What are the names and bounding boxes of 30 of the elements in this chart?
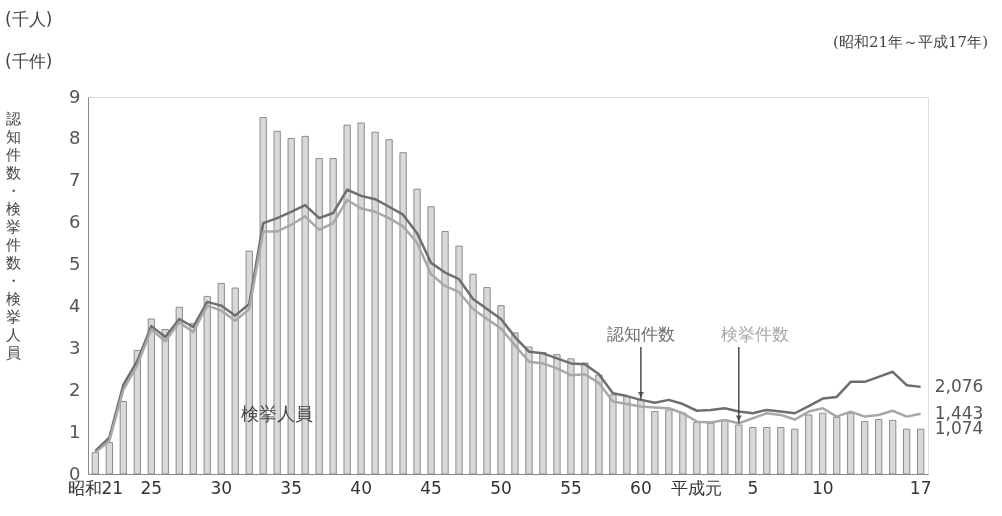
y-tick-label: 5 <box>69 253 81 275</box>
x-tick-label: 5 <box>747 477 759 498</box>
text: 検挙件数 <box>720 324 789 344</box>
x-tick-label: 45 <box>420 477 442 498</box>
series-label: 認知件数 <box>606 324 675 344</box>
y-tick-label: 3 <box>69 336 81 358</box>
y-tick-label: 6 <box>69 211 81 233</box>
x-tick-label: 35 <box>280 477 302 498</box>
x-tick-label: 55 <box>560 477 582 498</box>
y-tick-label: 8 <box>69 127 81 149</box>
chart-subtitle: (昭和21年～平成17年) <box>833 33 988 51</box>
x-tick-label: 30 <box>210 477 233 498</box>
x-tick-label: 平成元 <box>671 477 723 498</box>
x-tick-label: 10 <box>811 477 834 498</box>
annotation: 2,076 <box>934 375 984 396</box>
text: (千人) <box>5 9 53 29</box>
x-tick-label: 60 <box>630 477 652 498</box>
x-tick-label: 25 <box>140 477 163 498</box>
x-tick-label: 17 <box>909 477 932 498</box>
text: (千件) <box>5 51 53 71</box>
y-tick-label: 2 <box>69 378 81 400</box>
y-tick-label: 1 <box>69 420 81 442</box>
y-tick-label: 9 <box>69 85 81 107</box>
x-tick-label: 50 <box>490 477 512 498</box>
x-tick-label: 40 <box>350 477 372 498</box>
y-tick-label: 7 <box>69 169 81 191</box>
annotation: 1,443 <box>934 402 984 423</box>
text: 認知件数・検挙件数・検挙人員 <box>5 110 21 362</box>
y-tick-label: 4 <box>69 294 81 316</box>
series-label: 検挙人員 <box>241 403 314 424</box>
